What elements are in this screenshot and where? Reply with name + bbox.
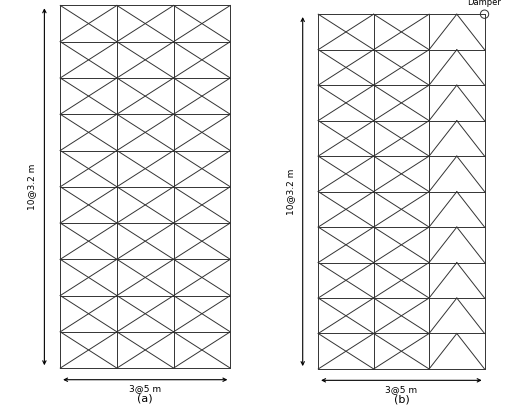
Text: 3@5 m: 3@5 m bbox=[385, 385, 418, 394]
Text: Damper: Damper bbox=[467, 0, 502, 7]
Text: 3@5 m: 3@5 m bbox=[129, 384, 161, 393]
Text: 10@3.2 m: 10@3.2 m bbox=[27, 164, 36, 210]
Text: 10@3.2 m: 10@3.2 m bbox=[286, 169, 295, 215]
Text: (a): (a) bbox=[137, 394, 153, 404]
Text: (b): (b) bbox=[393, 394, 409, 404]
